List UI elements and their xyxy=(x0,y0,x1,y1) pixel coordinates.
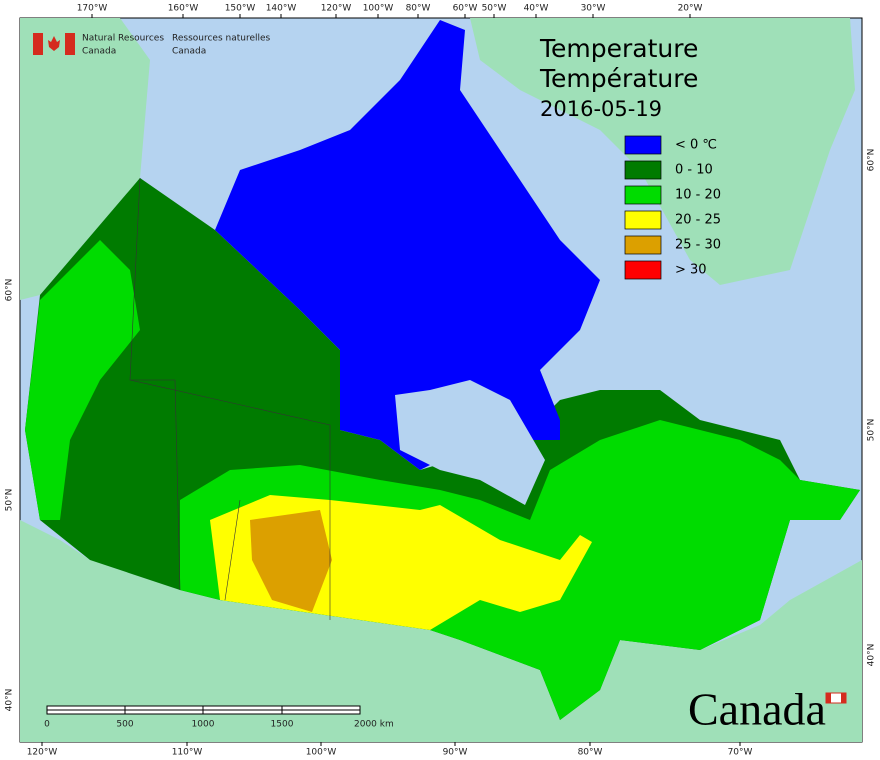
legend-swatch xyxy=(624,260,662,280)
graticule-label: 120°W xyxy=(321,4,352,14)
legend-swatch xyxy=(624,185,662,205)
hudson-bay xyxy=(395,380,545,505)
legend-swatch xyxy=(624,210,662,230)
graticule-label: 110°W xyxy=(172,748,203,758)
graticule-label: 70°W xyxy=(728,748,753,758)
graticule-label: 60°N xyxy=(5,279,15,302)
wordmark: Canada xyxy=(688,684,826,735)
graticule-label: 50°N xyxy=(867,419,877,442)
alaska xyxy=(20,18,150,300)
graticule-label: 80°W xyxy=(406,4,431,14)
graticule-label: 100°W xyxy=(306,748,337,758)
boundaries xyxy=(129,379,331,620)
date: 2016-05-19 xyxy=(540,97,662,121)
graticule-label: 40°W xyxy=(524,4,549,14)
graticule-label: 90°W xyxy=(443,748,468,758)
legend-label: 25 - 30 xyxy=(675,238,721,253)
graticule-label: 50°N xyxy=(5,489,15,512)
graticule-label: 140°W xyxy=(266,4,297,14)
legend-swatch xyxy=(624,160,662,180)
graticule-label: 170°W xyxy=(77,4,108,14)
graticule-label: 40°N xyxy=(5,689,15,712)
legend-swatch xyxy=(624,235,662,255)
graticule-label: 60°W xyxy=(453,4,478,14)
graticule-label: 50°W xyxy=(482,4,507,14)
title: Temperature xyxy=(539,34,698,63)
legend-label: 10 - 20 xyxy=(675,188,721,203)
agency-en: Natural Resources xyxy=(82,34,164,44)
flag-bar xyxy=(33,33,43,55)
graticule-label: 20°W xyxy=(678,4,703,14)
scale-label: 1000 xyxy=(192,720,215,730)
agency-en: Canada xyxy=(82,47,116,57)
graticule-label: 150°W xyxy=(225,4,256,14)
legend-label: 20 - 25 xyxy=(675,213,721,228)
graticule-label: 100°W xyxy=(363,4,394,14)
graticule-label: 80°W xyxy=(578,748,603,758)
graticule-label: 60°N xyxy=(867,149,877,172)
title: Température xyxy=(539,64,698,93)
maple-leaf xyxy=(48,36,60,51)
region-10-20 xyxy=(25,240,140,520)
greenland xyxy=(470,18,855,285)
legend-label: > 30 xyxy=(675,263,707,278)
wordmark-flag xyxy=(841,693,846,703)
legend-label: 0 - 10 xyxy=(675,163,713,178)
wordmark-flag xyxy=(826,693,831,703)
agency-fr: Ressources naturelles xyxy=(172,34,271,44)
scale-label: 0 xyxy=(44,720,50,730)
flag-bar xyxy=(65,33,75,55)
region-below-0 xyxy=(215,20,600,470)
scale-label: 1500 xyxy=(271,720,294,730)
legend-label: < 0 ℃ xyxy=(675,138,717,153)
boundaries xyxy=(224,499,241,601)
united-states xyxy=(20,520,862,742)
graticule-label: 120°W xyxy=(27,748,58,758)
agency-fr: Canada xyxy=(172,47,206,57)
boundaries xyxy=(129,177,181,591)
graticule-label: 30°W xyxy=(581,4,606,14)
graticule-label: 160°W xyxy=(168,4,199,14)
scale-label: 2000 km xyxy=(354,720,394,730)
graticule-label: 40°N xyxy=(867,644,877,667)
legend-swatch xyxy=(624,135,662,155)
scale-label: 500 xyxy=(116,720,133,730)
region-25-30 xyxy=(250,510,332,612)
